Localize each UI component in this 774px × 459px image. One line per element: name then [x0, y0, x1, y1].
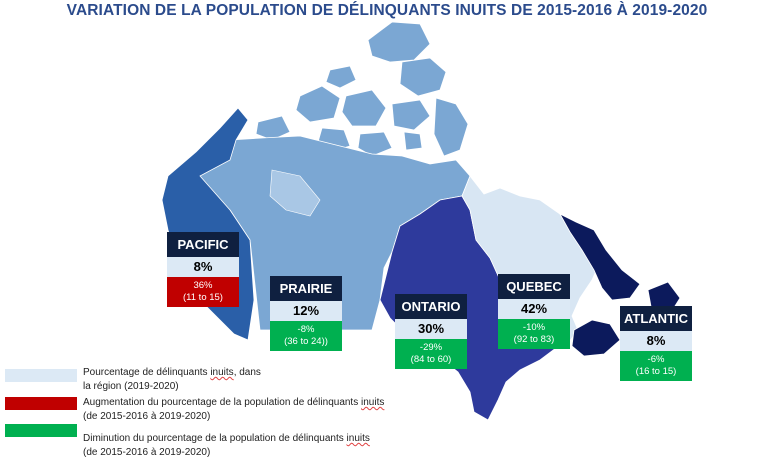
change-box: -10% (92 to 83) [498, 319, 570, 349]
maritimes [571, 319, 621, 357]
change-box: -29% (84 to 60) [395, 339, 467, 369]
region-percent: 12% [270, 301, 342, 321]
change-box: -6% (16 to 15) [620, 351, 692, 381]
region-name: PACIFIC [167, 232, 239, 257]
region-percent: 8% [620, 331, 692, 351]
region-name: PRAIRIE [270, 276, 342, 301]
legend-percent-text: Pourcentage de délinquants inuits, dans … [83, 367, 261, 392]
hudson-bay-islands [269, 169, 321, 217]
legend-increase-text: Augmentation du pourcentage de la popula… [83, 397, 385, 422]
legend-swatch-increase [5, 397, 77, 410]
region-name: ONTARIO [395, 294, 467, 319]
change-box: 36% (11 to 15) [167, 277, 239, 307]
region-percent: 30% [395, 319, 467, 339]
arctic-islands [255, 21, 469, 157]
change-range: (92 to 83) [513, 334, 555, 345]
region-name: ATLANTIC [620, 306, 692, 331]
legend-swatch-decrease [5, 424, 77, 437]
change-value: 36% [193, 280, 213, 291]
quebec-card: QUEBEC 42% -10% (92 to 83) [498, 274, 570, 349]
ontario-card: ONTARIO 30% -29% (84 to 60) [395, 294, 467, 369]
atlantic-region [559, 213, 641, 301]
region-name: QUEBEC [498, 274, 570, 299]
legend-swatch-percent [5, 369, 77, 382]
change-value: -10% [522, 322, 546, 333]
region-percent: 8% [167, 257, 239, 277]
region-percent: 42% [498, 299, 570, 319]
change-range: (16 to 15) [635, 366, 677, 377]
prairie-card: PRAIRIE 12% -8% (36 to 24)) [270, 276, 342, 351]
change-range: (36 to 24)) [284, 336, 328, 347]
legend-decrease-text: Diminution du pourcentage de la populati… [83, 433, 370, 458]
map-title: VARIATION DE LA POPULATION DE DÉLINQUANT… [66, 2, 708, 19]
change-value: -8% [297, 324, 315, 335]
change-value: -29% [419, 342, 443, 353]
change-range: (84 to 60) [410, 354, 452, 365]
change-value: -6% [647, 354, 665, 365]
change-box: -8% (36 to 24)) [270, 321, 342, 351]
change-range: (11 to 15) [183, 292, 223, 303]
pacific-card: PACIFIC 8% 36% (11 to 15) [167, 232, 239, 307]
atlantic-card: ATLANTIC 8% -6% (16 to 15) [620, 306, 692, 381]
